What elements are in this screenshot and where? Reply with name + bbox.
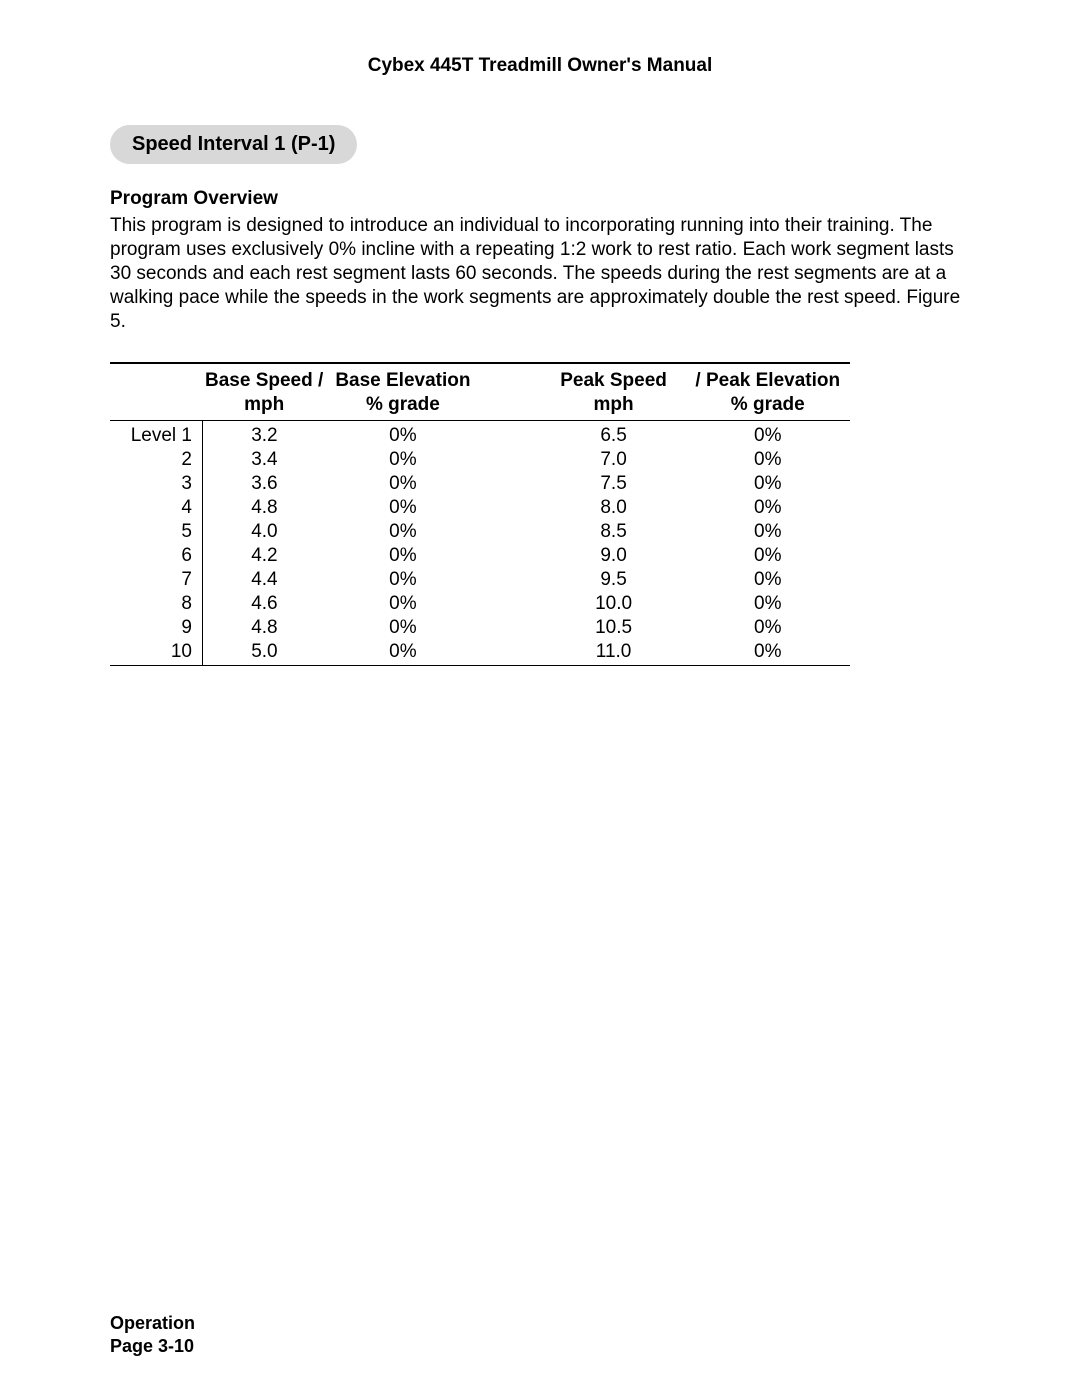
table-subheader-peak-elev-unit: % grade — [686, 393, 850, 421]
base-speed-cell: 4.6 — [203, 592, 326, 616]
program-overview-text: This program is designed to introduce an… — [110, 214, 970, 334]
gap-cell — [480, 520, 542, 544]
page-footer: Operation Page 3-10 — [110, 1312, 195, 1357]
base-elev-cell: 0% — [326, 616, 480, 640]
document-title: Cybex 445T Treadmill Owner's Manual — [110, 55, 970, 77]
gap-cell — [480, 616, 542, 640]
table-body: Level 13.20%6.50%23.40%7.00%33.60%7.50%4… — [110, 420, 850, 665]
base-speed-cell: 4.2 — [203, 544, 326, 568]
peak-elev-cell: 0% — [686, 420, 850, 448]
table-subheader-blank — [110, 393, 203, 421]
gap-cell — [480, 592, 542, 616]
table-subheader-base-speed-unit: mph — [203, 393, 326, 421]
peak-speed-cell: 8.5 — [542, 520, 686, 544]
table-row: 105.00%11.00% — [110, 640, 850, 666]
table-subheader-peak-speed-unit: mph — [542, 393, 686, 421]
table-row: 23.40%7.00% — [110, 448, 850, 472]
peak-elev-cell: 0% — [686, 568, 850, 592]
level-cell: 9 — [110, 616, 203, 640]
table-subheader-base-elev-unit: % grade — [326, 393, 480, 421]
table-row: 44.80%8.00% — [110, 496, 850, 520]
peak-elev-cell: 0% — [686, 616, 850, 640]
peak-speed-cell: 9.5 — [542, 568, 686, 592]
peak-elev-cell: 0% — [686, 592, 850, 616]
level-cell: Level 1 — [110, 420, 203, 448]
table-header-peak-elevation: / Peak Elevation — [686, 363, 850, 393]
peak-elev-cell: 0% — [686, 640, 850, 666]
base-speed-cell: 5.0 — [203, 640, 326, 666]
peak-elev-cell: 0% — [686, 520, 850, 544]
base-speed-cell: 4.8 — [203, 616, 326, 640]
footer-page: Page 3-10 — [110, 1335, 195, 1358]
table-subheader-gap — [480, 393, 542, 421]
footer-section: Operation — [110, 1312, 195, 1335]
gap-cell — [480, 640, 542, 666]
gap-cell — [480, 544, 542, 568]
peak-speed-cell: 11.0 — [542, 640, 686, 666]
level-cell: 8 — [110, 592, 203, 616]
base-speed-cell: 4.4 — [203, 568, 326, 592]
gap-cell — [480, 448, 542, 472]
level-cell: 3 — [110, 472, 203, 496]
peak-speed-cell: 7.5 — [542, 472, 686, 496]
base-elev-cell: 0% — [326, 640, 480, 666]
table-row: 54.00%8.50% — [110, 520, 850, 544]
base-elev-cell: 0% — [326, 472, 480, 496]
table-row: 33.60%7.50% — [110, 472, 850, 496]
peak-elev-cell: 0% — [686, 448, 850, 472]
gap-cell — [480, 472, 542, 496]
page: Cybex 445T Treadmill Owner's Manual Spee… — [0, 0, 1080, 1397]
peak-speed-cell: 7.0 — [542, 448, 686, 472]
base-elev-cell: 0% — [326, 496, 480, 520]
level-cell: 10 — [110, 640, 203, 666]
table-header-gap — [480, 363, 542, 393]
program-overview-heading: Program Overview — [110, 188, 970, 210]
base-elev-cell: 0% — [326, 520, 480, 544]
table-row: 74.40%9.50% — [110, 568, 850, 592]
peak-speed-cell: 9.0 — [542, 544, 686, 568]
peak-elev-cell: 0% — [686, 496, 850, 520]
table-header-peak-speed: Peak Speed — [542, 363, 686, 393]
peak-speed-cell: 10.0 — [542, 592, 686, 616]
table-header-base-elevation: Base Elevation — [326, 363, 480, 393]
peak-speed-cell: 10.5 — [542, 616, 686, 640]
base-speed-cell: 4.8 — [203, 496, 326, 520]
base-elev-cell: 0% — [326, 448, 480, 472]
base-speed-cell: 3.6 — [203, 472, 326, 496]
table-row: 94.80%10.50% — [110, 616, 850, 640]
level-cell: 2 — [110, 448, 203, 472]
base-elev-cell: 0% — [326, 592, 480, 616]
table-header-blank — [110, 363, 203, 393]
peak-speed-cell: 8.0 — [542, 496, 686, 520]
peak-speed-cell: 6.5 — [542, 420, 686, 448]
base-elev-cell: 0% — [326, 544, 480, 568]
table-row: 84.60%10.00% — [110, 592, 850, 616]
table-header-base-speed: Base Speed / — [203, 363, 326, 393]
peak-elev-cell: 0% — [686, 544, 850, 568]
level-cell: 6 — [110, 544, 203, 568]
peak-elev-cell: 0% — [686, 472, 850, 496]
gap-cell — [480, 496, 542, 520]
base-speed-cell: 3.2 — [203, 420, 326, 448]
level-cell: 7 — [110, 568, 203, 592]
base-speed-cell: 4.0 — [203, 520, 326, 544]
table-row: 64.20%9.00% — [110, 544, 850, 568]
gap-cell — [480, 568, 542, 592]
level-cell: 4 — [110, 496, 203, 520]
section-pill: Speed Interval 1 (P-1) — [110, 125, 357, 164]
speed-interval-table: Base Speed / Base Elevation Peak Speed /… — [110, 362, 850, 666]
base-speed-cell: 3.4 — [203, 448, 326, 472]
gap-cell — [480, 420, 542, 448]
level-cell: 5 — [110, 520, 203, 544]
base-elev-cell: 0% — [326, 568, 480, 592]
base-elev-cell: 0% — [326, 420, 480, 448]
table-row: Level 13.20%6.50% — [110, 420, 850, 448]
